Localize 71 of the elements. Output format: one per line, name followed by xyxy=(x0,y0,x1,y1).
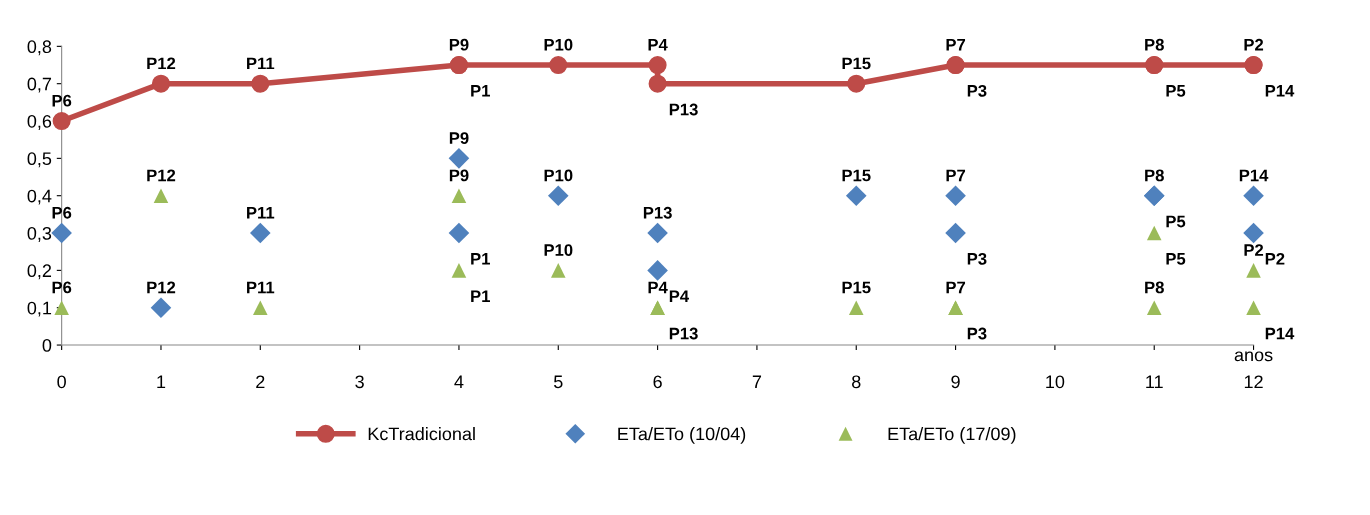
data-label: P5 xyxy=(1166,85,1186,97)
data-label: P3 xyxy=(967,252,987,265)
x-tick-label: 3 xyxy=(355,375,364,389)
data-label: P11 xyxy=(247,57,275,70)
data-label: P10 xyxy=(544,38,573,51)
x-tick-label: 6 xyxy=(653,375,662,389)
x-tick-label: 11 xyxy=(1146,375,1163,388)
x-tick-label: 0 xyxy=(57,375,66,389)
y-tick-label: 0 xyxy=(42,338,52,352)
x-tick-label: 2 xyxy=(256,375,265,388)
legend-label: ETa/ETo (17/09) xyxy=(888,427,1016,444)
data-label: P3 xyxy=(967,84,987,97)
y-tick-label: 0,6 xyxy=(27,114,52,130)
x-tick-label: 1 xyxy=(157,375,166,388)
data-label: P4 xyxy=(669,290,690,302)
data-label: P4 xyxy=(648,38,668,51)
data-label: P12 xyxy=(147,57,176,70)
legend-label: KcTradicional xyxy=(368,427,475,441)
data-label: P15 xyxy=(842,57,871,70)
data-label: P5 xyxy=(1166,215,1186,228)
data-label: P14 xyxy=(1265,327,1295,340)
y-tick-label: 0,8 xyxy=(27,40,52,56)
data-label: P10 xyxy=(544,244,573,256)
x-axis-title: anos xyxy=(1234,351,1273,362)
data-label: P9 xyxy=(449,38,469,51)
data-label: P15 xyxy=(842,281,871,294)
data-label: P15 xyxy=(842,169,871,182)
data-label: P4 xyxy=(648,281,668,294)
y-tick-label: 0,1 xyxy=(27,301,52,317)
x-tick-label: 9 xyxy=(951,375,960,389)
data-label: P9 xyxy=(449,132,469,144)
data-label: P11 xyxy=(247,207,275,219)
data-label: P13 xyxy=(669,103,698,116)
data-label: P13 xyxy=(643,206,672,219)
data-label: P8 xyxy=(1145,169,1164,182)
data-label: P14 xyxy=(1239,169,1269,182)
y-tick-label: 0,3 xyxy=(27,226,52,242)
y-tick-label: 0,4 xyxy=(27,189,52,205)
x-tick-label: 7 xyxy=(752,375,762,388)
x-tick-label: 10 xyxy=(1046,375,1065,389)
data-label: P6 xyxy=(52,94,72,107)
legend-label: ETa/ETo (10/04) xyxy=(618,427,746,444)
x-tick-label: 4 xyxy=(454,375,464,388)
data-label: P9 xyxy=(449,169,469,182)
data-label: P13 xyxy=(669,327,698,340)
x-tick-label: 12 xyxy=(1244,375,1263,388)
x-tick-label: 8 xyxy=(852,375,861,389)
data-label: P1 xyxy=(471,253,490,265)
data-label: P6 xyxy=(52,281,72,294)
y-tick-label: 0,2 xyxy=(27,264,52,280)
data-label: P10 xyxy=(544,169,573,182)
data-label: P2 xyxy=(1244,244,1264,256)
data-label: P8 xyxy=(1145,38,1164,51)
data-label: P8 xyxy=(1145,281,1164,294)
data-label: P3 xyxy=(967,327,987,340)
data-label: P14 xyxy=(1265,85,1295,97)
data-label: P2 xyxy=(1244,38,1264,51)
data-label: P12 xyxy=(147,281,176,294)
x-tick-label: 5 xyxy=(553,375,563,389)
data-label: P7 xyxy=(946,169,966,182)
y-tick-label: 0,7 xyxy=(27,77,52,93)
data-label: P11 xyxy=(247,281,275,294)
data-label: P6 xyxy=(52,206,72,219)
data-label: P12 xyxy=(147,169,176,182)
y-tick-label: 0,5 xyxy=(27,152,52,168)
data-label: P1 xyxy=(471,85,490,97)
data-label: P1 xyxy=(471,290,490,302)
data-label: P5 xyxy=(1166,253,1186,265)
data-label: P7 xyxy=(946,38,966,51)
data-label: P2 xyxy=(1265,252,1285,265)
data-label: P7 xyxy=(946,281,966,294)
